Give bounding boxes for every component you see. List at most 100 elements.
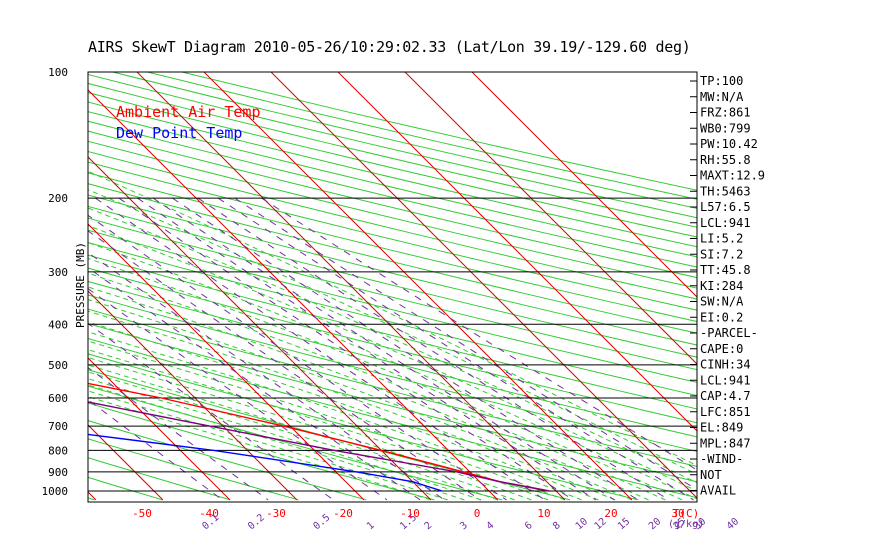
- stats-item: TH:5463: [700, 184, 751, 198]
- stats-item: CAP:4.7: [700, 389, 751, 403]
- bottom-temp-tick-label: 0: [474, 507, 481, 520]
- dry-adiabat-line: [0, 72, 27, 500]
- dry-adiabat-line: [88, 101, 697, 248]
- moist-adiabat-line: [88, 286, 649, 501]
- legend-entry-dew-point: Dew Point Temp: [116, 124, 242, 142]
- dry-adiabat-line: [88, 205, 697, 358]
- bottom-temp-tick-label: -30: [266, 507, 286, 520]
- stats-item: WB0:799: [700, 121, 751, 135]
- mixing-ratio-line: [118, 197, 574, 501]
- series-line: [88, 401, 550, 492]
- mixing-ratio-tick-label: 40: [725, 516, 741, 532]
- dry-adiabat-line: [88, 194, 697, 346]
- mixing-ratio-line: [197, 197, 670, 501]
- mixing-ratio-line: [88, 214, 507, 501]
- stats-item: SW:N/A: [700, 295, 744, 309]
- pressure-tick-label: 200: [48, 192, 68, 205]
- bottom-temp-tick-label: 20: [604, 507, 617, 520]
- stats-item: -WIND-: [700, 452, 743, 466]
- x-axis-label: T(C): [673, 507, 700, 520]
- series-lines: [88, 382, 550, 492]
- mixing-ratio-tick-label: 0.5: [311, 512, 332, 532]
- moist-adiabat-line: [88, 310, 616, 501]
- pressure-tick-label: 100: [48, 66, 68, 79]
- moist-adiabat-line: [88, 207, 697, 484]
- mixing-ratio-tick-label: 8: [551, 520, 563, 532]
- dry-adiabat-line: [88, 172, 697, 323]
- grid-lines: [0, 72, 697, 501]
- plot-frame: [87, 71, 698, 503]
- mixing-ratio-line: [217, 197, 694, 501]
- moist-adiabat-line: [88, 241, 697, 500]
- moist-adiabat-line: [88, 390, 448, 501]
- moist-adiabat-line: [88, 378, 482, 501]
- stats-item: LCL:941: [700, 216, 751, 230]
- stats-item: LI:5.2: [700, 232, 743, 246]
- moist-adiabat-line: [88, 356, 532, 501]
- moist-adiabat-line: [88, 349, 549, 501]
- isotherm-line: [203, 72, 633, 501]
- pressure-tick-label: 800: [48, 444, 68, 457]
- mixing-ratio-line: [172, 197, 639, 501]
- legend: Ambient Air Temp Dew Point Temp: [116, 103, 261, 142]
- dry-adiabat-line: [88, 420, 367, 501]
- moist-adiabat-line: [88, 321, 599, 501]
- pressure-tick-label: 600: [48, 392, 68, 405]
- stats-item: MPL:847: [700, 436, 751, 450]
- moist-adiabat-line: [88, 340, 566, 501]
- dry-adiabat-line: [181, 72, 697, 191]
- isotherm-line: [88, 424, 164, 501]
- dry-adiabat-line: [88, 385, 503, 501]
- mixing-ratio-line: [88, 288, 388, 501]
- dry-adiabat-line: [88, 254, 697, 410]
- mixing-ratio-line: [88, 251, 445, 501]
- stats-item: -PARCEL-: [700, 326, 758, 340]
- bottom-temp-tick-label: -20: [333, 507, 353, 520]
- mixing-ratio-line: [95, 197, 546, 501]
- dry-adiabat-line: [88, 229, 697, 383]
- dry-adiabat-line: [88, 267, 697, 424]
- series-line: [88, 433, 443, 492]
- mixing-ratio-line: [234, 197, 697, 491]
- dry-adiabat-line: [88, 120, 697, 268]
- stats-item: LCL:941: [700, 373, 751, 387]
- mixing-ratio-line: [88, 322, 334, 501]
- stats-item: LFC:851: [700, 405, 751, 419]
- dry-adiabat-line: [88, 140, 697, 289]
- mixing-ratio-tick-label: 20: [647, 516, 663, 532]
- stats-item: KI:284: [700, 279, 743, 293]
- mixing-ratio-line: [88, 230, 481, 501]
- pressure-tick-label: 700: [48, 420, 68, 433]
- dry-adiabat-line: [88, 217, 697, 371]
- isotherm-line: [88, 357, 231, 501]
- mixing-ratio-tick-label: 4: [485, 520, 497, 532]
- stats-item: FRZ:861: [700, 106, 751, 120]
- mixing-ratio-tick-label: 0.2: [246, 512, 267, 532]
- bottom-temp-tick-label: 30: [671, 507, 684, 520]
- mixing-ratio-line: [88, 267, 421, 501]
- stats-item: RH:55.8: [700, 153, 751, 167]
- stats-item: TT:45.8: [700, 263, 751, 277]
- isotherm-line: [404, 72, 697, 365]
- stats-item: TP:100: [700, 74, 743, 88]
- dry-adiabat-line: [88, 183, 697, 334]
- bottom-temp-tick-label: -10: [400, 507, 420, 520]
- dry-adiabat-line: [88, 323, 697, 483]
- stats-item: MW:N/A: [700, 90, 744, 104]
- stats-item: MAXT:12.9: [700, 169, 765, 183]
- chart-title: AIRS SkewT Diagram 2010-05-26/10:29:02.3…: [88, 38, 691, 56]
- dry-adiabat-line: [88, 241, 697, 397]
- pressure-tick-label: 300: [48, 266, 68, 279]
- moist-adiabat-line: [88, 257, 683, 501]
- isotherm-line: [471, 72, 697, 298]
- mixing-ratio-tick-label: 15: [616, 516, 632, 532]
- mixing-ratio-tick-label: 2: [423, 520, 435, 532]
- dry-adiabat-line: [88, 150, 697, 300]
- pressure-tick-label: 500: [48, 359, 68, 372]
- mixing-ratio-tick-label: 3: [458, 520, 470, 532]
- legend-entry-air-temp: Ambient Air Temp: [116, 103, 261, 121]
- bottom-temp-tick-label: -40: [199, 507, 219, 520]
- stats-item: EL:849: [700, 421, 743, 435]
- y-axis-label: PRESSURE (MB): [74, 242, 87, 328]
